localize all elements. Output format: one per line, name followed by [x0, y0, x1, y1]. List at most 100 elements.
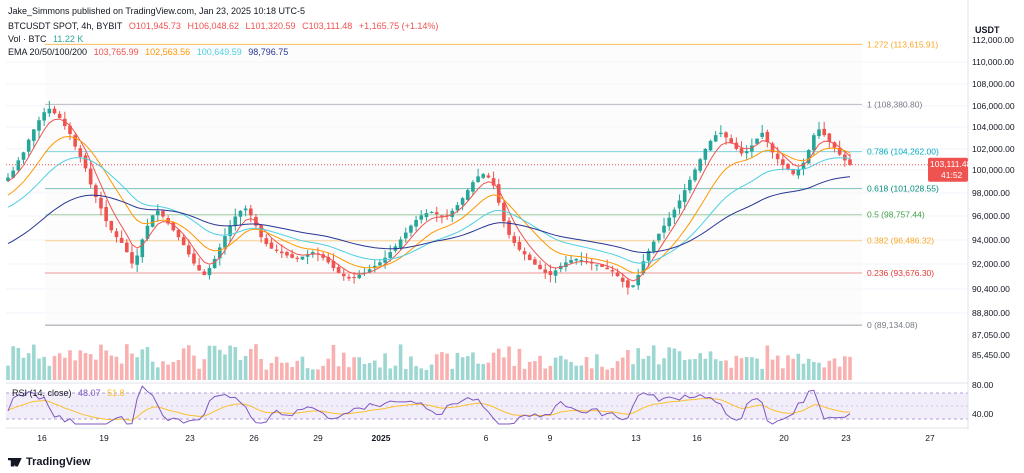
volume-bar [264, 369, 269, 380]
volume-bar [827, 360, 832, 380]
price-tick-label: 87,050.00 [972, 330, 1010, 340]
candle-body [806, 150, 811, 164]
candle-body [429, 211, 434, 213]
volume-bar [744, 357, 749, 380]
candle-body [326, 256, 331, 263]
time-axis[interactable]: 16 19 23 26 29 2025 6 9 13 16 20 23 27 [37, 433, 935, 443]
rsi-label[interactable]: RSI (14, close) [12, 388, 72, 398]
volume-bar [52, 356, 57, 380]
volume-bar [372, 360, 377, 380]
volume-bar [109, 355, 114, 380]
volume-bar [507, 346, 511, 380]
fib-label-0: 0 (89,134.08) [867, 320, 918, 330]
candle-body [481, 174, 486, 178]
fibonacci-retracement[interactable]: 1.272 (113,615.91) 1 (108,380.80) 0.786 (1… [45, 39, 939, 330]
candle-body [403, 232, 408, 239]
volume-bar [295, 360, 300, 380]
candle-body [37, 120, 41, 131]
volume-bar [336, 366, 341, 380]
volume-bar [326, 358, 331, 380]
rsi-pane[interactable] [6, 382, 968, 429]
volume-bar [310, 369, 315, 380]
candle-body [744, 151, 749, 154]
volume-bar [471, 352, 475, 380]
volume-bar [703, 358, 708, 380]
volume-bar [822, 367, 826, 380]
volume-bar [445, 353, 449, 380]
candle-body [140, 239, 145, 258]
volume-bar [21, 357, 26, 380]
volume-bar [517, 348, 522, 380]
volume-label[interactable]: Vol · BTC [8, 34, 47, 44]
price-tick-label: 98,000.00 [972, 188, 1010, 198]
ema-label[interactable]: EMA 20/50/100/200 [8, 47, 88, 57]
publisher-text: Jake_Simmons published on TradingView.co… [8, 6, 306, 16]
volume-bar [217, 349, 222, 380]
candle-body [517, 241, 522, 250]
volume-bar [626, 350, 630, 380]
candle-body [455, 205, 460, 211]
candle-body [657, 233, 661, 241]
candle-body [192, 253, 196, 264]
candle-body [99, 197, 103, 209]
volume-bar [285, 362, 289, 380]
volume-bar [502, 357, 506, 380]
candle-body [26, 139, 31, 152]
volume-bar [486, 362, 491, 380]
candle-body [414, 219, 418, 227]
symbol-label[interactable]: BTCUSDT SPOT, 4h, BYBIT [8, 21, 123, 31]
tradingview-logo-icon [8, 457, 22, 467]
volume-bar [383, 353, 387, 380]
candle-body [285, 252, 289, 256]
candle-body [476, 176, 480, 183]
price-tick-label: 90,400.00 [972, 284, 1010, 294]
volume-bar [352, 357, 356, 380]
volume-bar [615, 361, 620, 380]
volume-bar [321, 365, 325, 380]
volume-bar [403, 369, 408, 380]
candle-body [305, 254, 310, 257]
price-axis[interactable]: 112,000.00 110,000.00 108,000.00 106,000.00… [967, 0, 1015, 430]
rsi-tick-label: 80.00 [972, 380, 994, 390]
volume-bar [837, 366, 842, 380]
volume-bar [223, 354, 227, 380]
candle-body [135, 255, 139, 265]
volume-bar [16, 347, 21, 380]
volume-bar [641, 358, 646, 380]
rsi-legend: RSI (14, close) 48.07 51.8 [12, 388, 129, 399]
volume-bar [796, 353, 801, 380]
candle-body [352, 276, 356, 278]
price-tick-label: 112,000.00 [972, 35, 1014, 45]
candle-body [615, 272, 620, 277]
volume-bar [657, 364, 661, 380]
candle-body [832, 142, 837, 148]
volume-bar [429, 364, 434, 380]
volume-bar [419, 368, 424, 380]
candle-body [822, 128, 826, 136]
volume-bar [662, 358, 666, 380]
candle-body [533, 259, 537, 265]
volume-bar [388, 368, 393, 380]
volume-bar [801, 363, 806, 380]
price-tick-label: 108,000.00 [972, 79, 1015, 89]
volume-bar [88, 354, 93, 380]
volume-bar [279, 362, 284, 380]
volume-bar [786, 355, 790, 380]
volume-bar [548, 365, 553, 380]
time-tick-label: 16 [37, 433, 47, 443]
ema200-value: 98,796.75 [248, 47, 289, 57]
time-tick-label: 20 [779, 433, 789, 443]
ema20-value: 103,765.99 [93, 47, 139, 57]
candle-body [626, 280, 630, 288]
fib-zone [45, 44, 862, 326]
volume-bar [26, 353, 31, 380]
candle-body [161, 210, 165, 217]
volume-bar [331, 344, 336, 380]
candle-body [450, 210, 455, 218]
candle-body [217, 247, 222, 259]
volume-bar [667, 347, 672, 380]
volume-bar [595, 354, 599, 380]
volume-bar [378, 367, 382, 380]
volume-bar [274, 356, 279, 380]
